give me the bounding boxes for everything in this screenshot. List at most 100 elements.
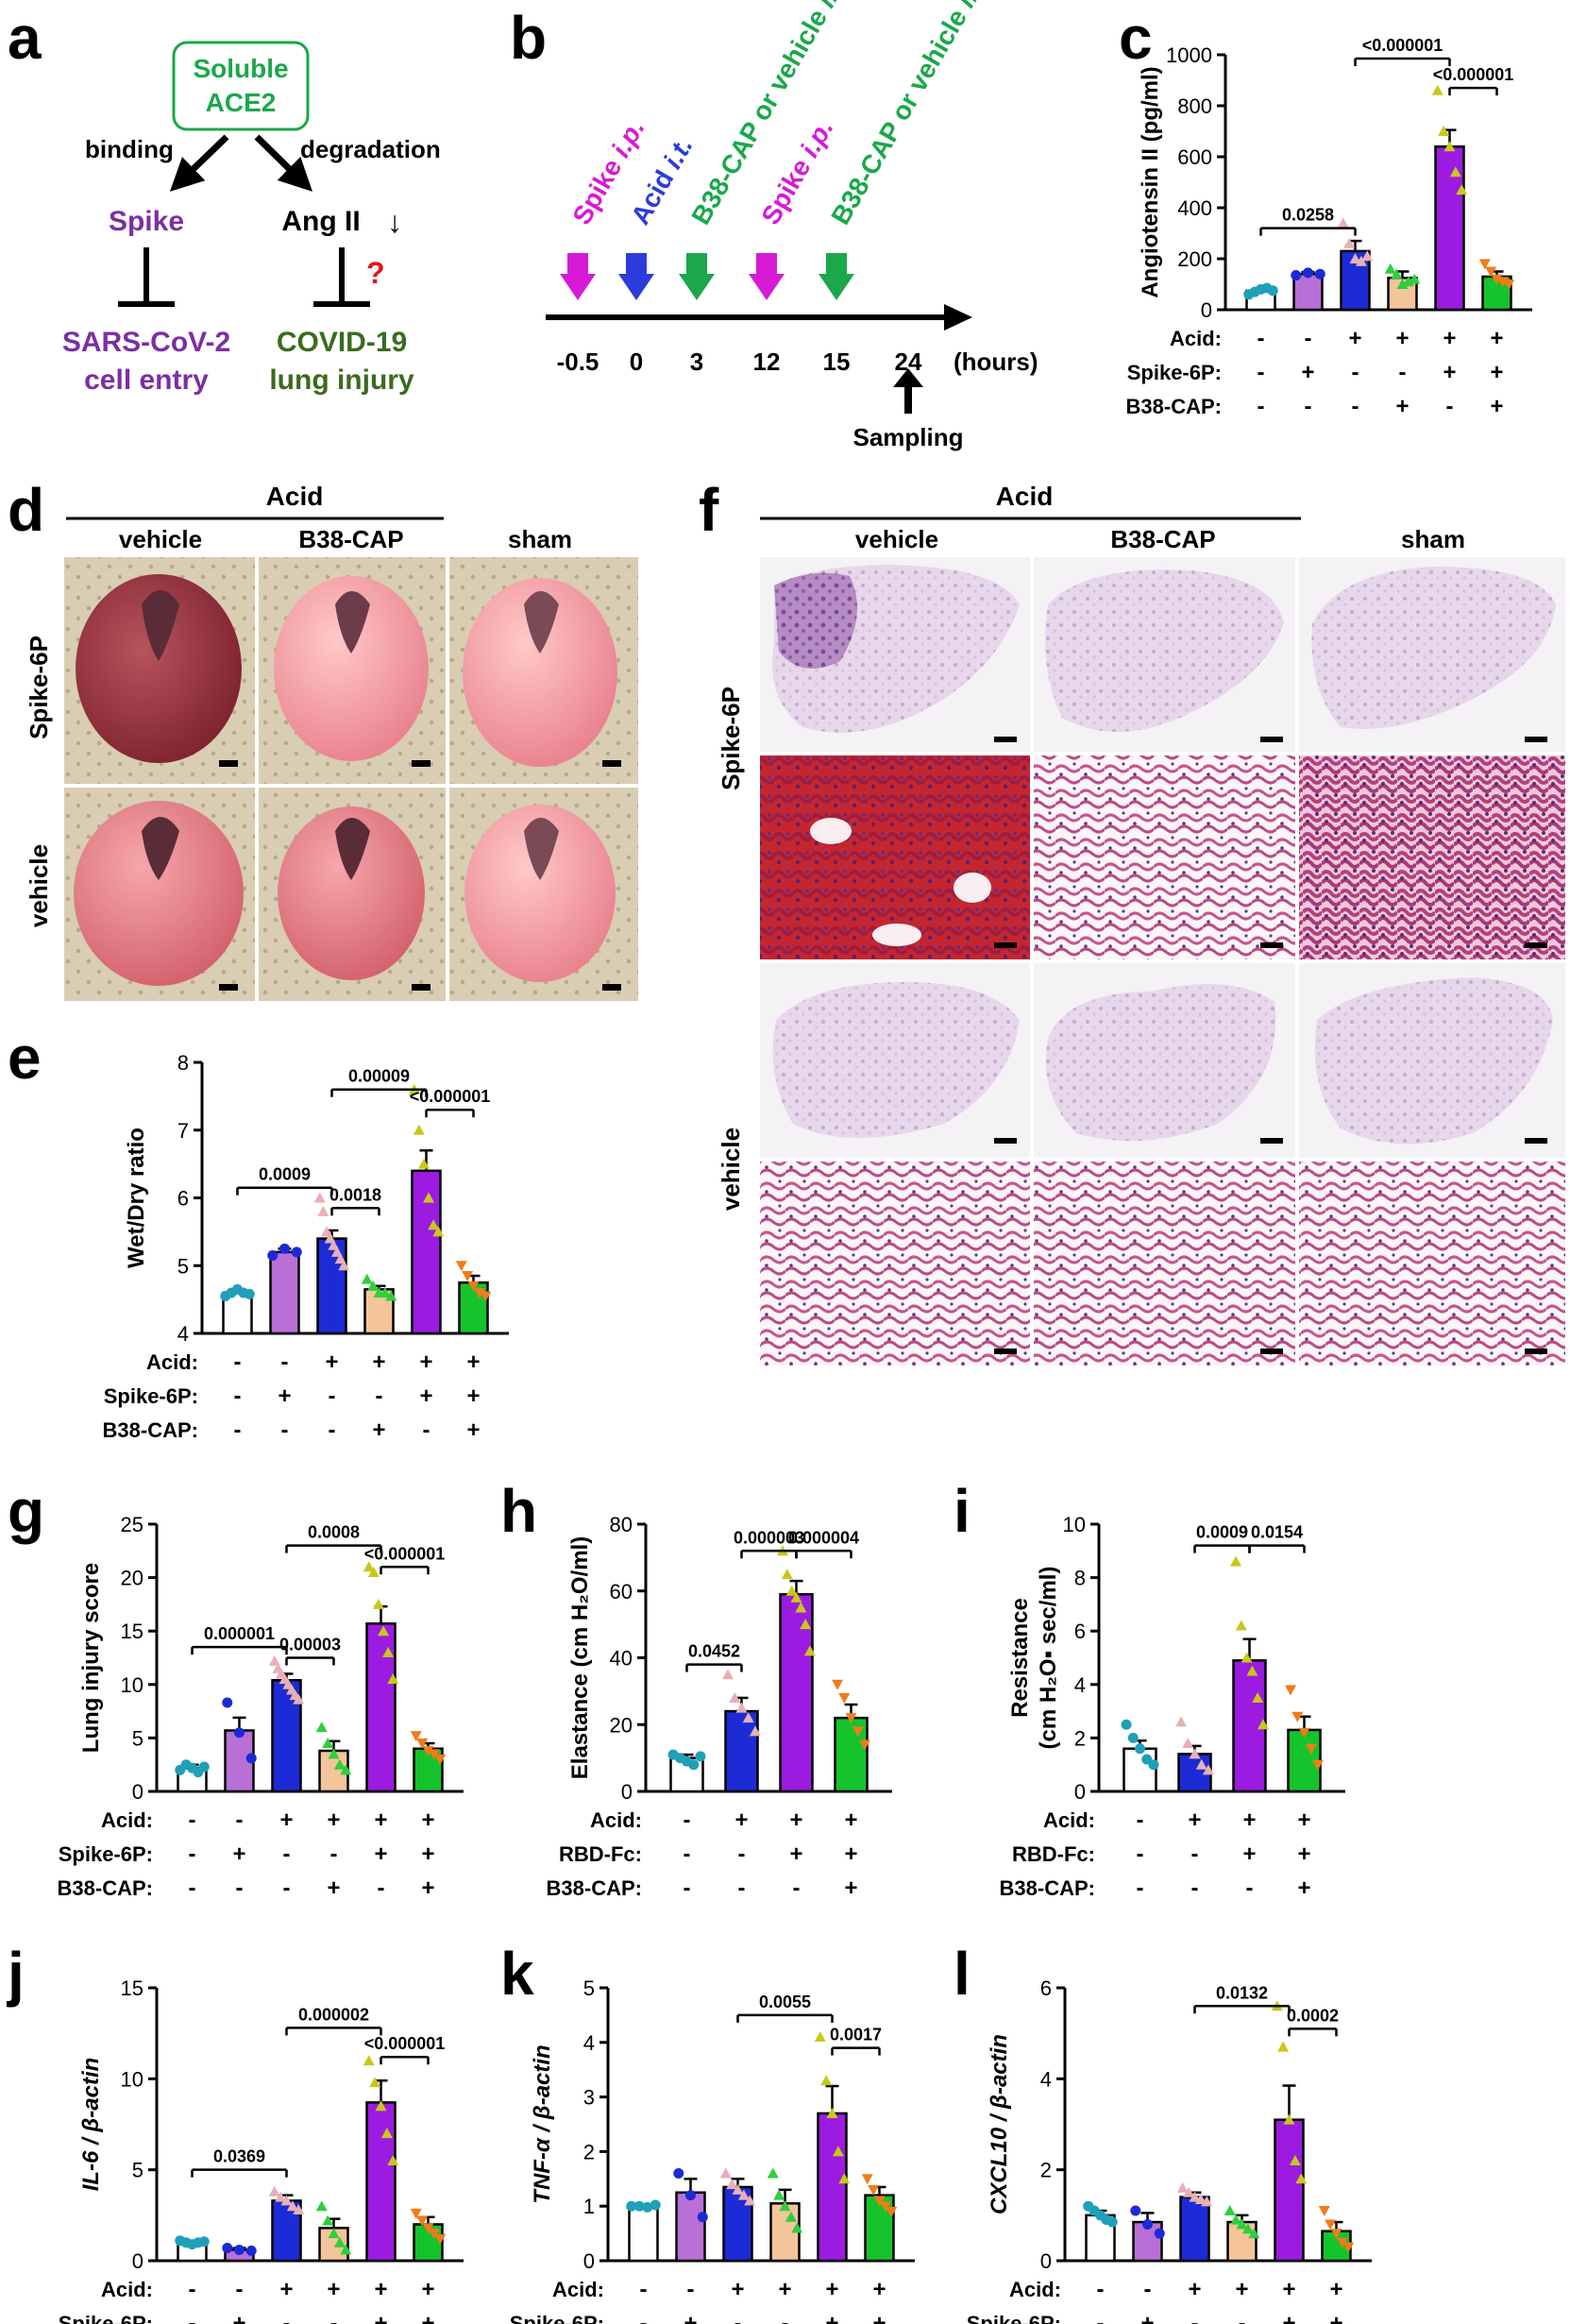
data-point bbox=[417, 1158, 430, 1169]
data-point bbox=[791, 2222, 803, 2233]
event-arrow-icon bbox=[749, 253, 785, 300]
bar bbox=[1179, 2196, 1210, 2263]
data-point bbox=[688, 1759, 700, 1771]
data-point bbox=[455, 1261, 467, 1272]
y-axis-label: TNF-α / β-actin bbox=[530, 2044, 555, 2203]
factor-sign: - bbox=[281, 1417, 289, 1443]
data-point bbox=[742, 1712, 754, 1723]
event-label-route: i.t. bbox=[654, 132, 699, 180]
panel-d: d Acid vehicle B38-CAP sham Spike-6P veh… bbox=[8, 476, 638, 1001]
y-tick-label: 5 bbox=[583, 1976, 595, 2000]
chart-elastance: 0 20 40 60 80 Elastance (cm H₂O/ml) 0.0452 0.00… bbox=[547, 1513, 892, 1901]
factor-sign: - bbox=[1246, 1875, 1254, 1901]
data-point bbox=[1314, 268, 1325, 280]
factor-sign: - bbox=[283, 1841, 291, 1867]
data-point bbox=[369, 2077, 381, 2088]
histo-high-vehicle-sham bbox=[1299, 1162, 1565, 1366]
data-point bbox=[1235, 1620, 1247, 1631]
histo-low-spike-b38cap bbox=[1034, 557, 1295, 752]
data-point bbox=[1449, 166, 1461, 178]
data-point bbox=[845, 1713, 857, 1724]
y-tick-label: 5 bbox=[132, 1726, 143, 1750]
data-point bbox=[749, 1725, 761, 1737]
data-point bbox=[1142, 2218, 1153, 2230]
factor-sign: - bbox=[330, 2311, 338, 2324]
factor-name: Spike-6P: bbox=[1127, 361, 1222, 384]
y-axis-label: Wet/Dry ratio bbox=[124, 1128, 149, 1268]
data-point bbox=[1189, 2191, 1201, 2202]
factor-sign: + bbox=[1490, 326, 1503, 351]
lung-photo-spike-vehicle bbox=[64, 557, 255, 784]
chart-resistance: 0 2 4 6 8 10 Resistance (cm H₂O▪ sec/ml) 0.0009 0… bbox=[1000, 1513, 1345, 1901]
data-point bbox=[1241, 1652, 1253, 1663]
factor-name: B38-CAP: bbox=[103, 1418, 198, 1442]
y-tick-label: 200 bbox=[1177, 247, 1212, 271]
data-point bbox=[315, 1722, 328, 1733]
histo-high-spike-sham bbox=[1299, 755, 1565, 959]
data-point bbox=[1246, 1665, 1258, 1676]
data-point bbox=[1337, 217, 1349, 229]
factor-sign: - bbox=[189, 2311, 196, 2324]
factor-sign: - bbox=[1097, 2277, 1105, 2302]
factor-sign: + bbox=[232, 2311, 245, 2324]
scale-bar bbox=[994, 942, 1017, 948]
data-point bbox=[803, 1645, 816, 1656]
p-value-label: <0.000001 bbox=[364, 2034, 446, 2053]
sampling-label: Sampling bbox=[853, 423, 963, 451]
p-value-label: 0.0002 bbox=[1287, 2006, 1339, 2025]
data-point bbox=[814, 2031, 826, 2043]
data-point bbox=[244, 1288, 255, 1299]
y-tick-label: 10 bbox=[1063, 1513, 1086, 1536]
factor-sign: + bbox=[1297, 1875, 1310, 1901]
data-point bbox=[879, 2201, 891, 2213]
data-point bbox=[234, 1727, 245, 1739]
factor-sign: + bbox=[419, 1383, 432, 1409]
panel-b: b Spike i.p.Acid i.t.B38-CAP or vehicle … bbox=[510, 0, 1038, 451]
factor-sign: - bbox=[684, 1875, 691, 1901]
y-tick-label: 2 bbox=[583, 2140, 595, 2163]
factor-sign: - bbox=[1239, 2311, 1246, 2324]
p-value-label: 0.00009 bbox=[348, 1067, 410, 1086]
y-tick-label: 40 bbox=[610, 1647, 633, 1671]
factor-sign: - bbox=[330, 1841, 338, 1867]
factor-sign: - bbox=[687, 2277, 695, 2302]
factor-sign: - bbox=[640, 2277, 648, 2302]
data-point bbox=[1342, 2242, 1355, 2253]
factor-sign: + bbox=[1443, 360, 1456, 385]
sars-line-1: SARS-CoV-2 bbox=[62, 327, 230, 358]
data-point bbox=[286, 2200, 298, 2212]
y-tick-label: 5 bbox=[132, 2159, 143, 2182]
data-point bbox=[1230, 1555, 1242, 1567]
y-tick-label: 7 bbox=[177, 1119, 189, 1143]
data-point bbox=[387, 2155, 399, 2166]
factor-sign: + bbox=[279, 2277, 293, 2302]
data-point bbox=[372, 1598, 384, 1609]
bar bbox=[411, 1169, 442, 1335]
lung-photo-vehicle-vehicle bbox=[64, 788, 255, 1001]
p-value-label: 0.00003 bbox=[279, 1636, 341, 1654]
data-point bbox=[1384, 263, 1396, 274]
factor-sign: + bbox=[1188, 1807, 1201, 1833]
y-tick-label: 0 bbox=[132, 2249, 143, 2273]
data-point bbox=[1349, 253, 1361, 263]
panel-label-l: l bbox=[954, 1940, 971, 2008]
histo-high-vehicle-vehicle bbox=[760, 1162, 1030, 1366]
data-point bbox=[861, 2174, 873, 2185]
y-tick-label: 3 bbox=[583, 2086, 595, 2110]
data-point bbox=[650, 2199, 661, 2211]
data-point bbox=[317, 1205, 329, 1216]
data-point bbox=[375, 2100, 387, 2112]
factor-sign: + bbox=[1490, 394, 1503, 419]
data-point bbox=[719, 2167, 732, 2179]
f-col-b38cap: B38-CAP bbox=[1110, 525, 1215, 553]
bar bbox=[834, 1716, 869, 1793]
factor-name: B38-CAP: bbox=[547, 1876, 642, 1900]
factor-sign: + bbox=[372, 1417, 385, 1443]
data-point bbox=[293, 1693, 305, 1705]
bar bbox=[1292, 272, 1324, 312]
timeline-ticks: -0.5 0 3 12 15 24 bbox=[557, 348, 922, 376]
data-point bbox=[1485, 266, 1497, 278]
degradation-label: degradation bbox=[300, 135, 441, 163]
factor-sign: - bbox=[1137, 1875, 1144, 1901]
factor-sign: + bbox=[325, 1349, 338, 1375]
